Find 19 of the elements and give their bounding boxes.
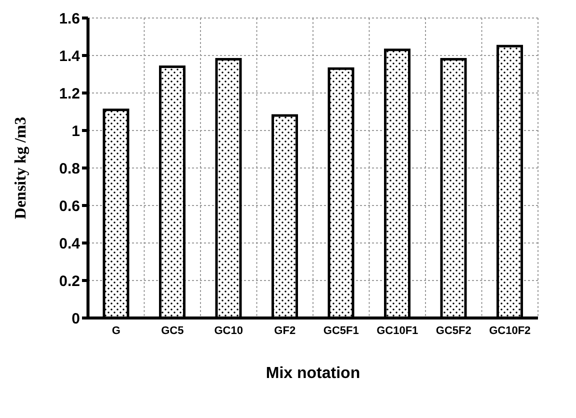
- x-axis-title: Mix notation: [266, 365, 360, 382]
- x-tick-label: GC5: [161, 324, 184, 337]
- y-axis-title: Density kg /m3: [12, 116, 30, 220]
- y-tick-label: 1: [72, 122, 80, 140]
- y-tick-label: 0.6: [59, 198, 80, 215]
- y-tick-label: 0.2: [59, 272, 80, 290]
- x-tick-label: GC10F1: [376, 324, 418, 337]
- y-tick-label: 0.8: [59, 160, 80, 178]
- x-tick-label: G: [112, 324, 120, 337]
- x-tick-label: GC10F2: [489, 324, 531, 337]
- x-tick-label: GC5F1: [323, 324, 359, 337]
- x-tick-label: GC10: [214, 324, 243, 337]
- y-tick-label: 1.6: [59, 10, 80, 28]
- y-tick-label: 0: [72, 310, 80, 328]
- y-tick-label: 0.4: [59, 235, 81, 252]
- y-tick-label: 1.2: [59, 85, 80, 102]
- y-tick-label: 1.4: [59, 48, 81, 65]
- x-tick-label: GC5F2: [436, 324, 472, 337]
- x-tick-label: GF2: [274, 324, 296, 337]
